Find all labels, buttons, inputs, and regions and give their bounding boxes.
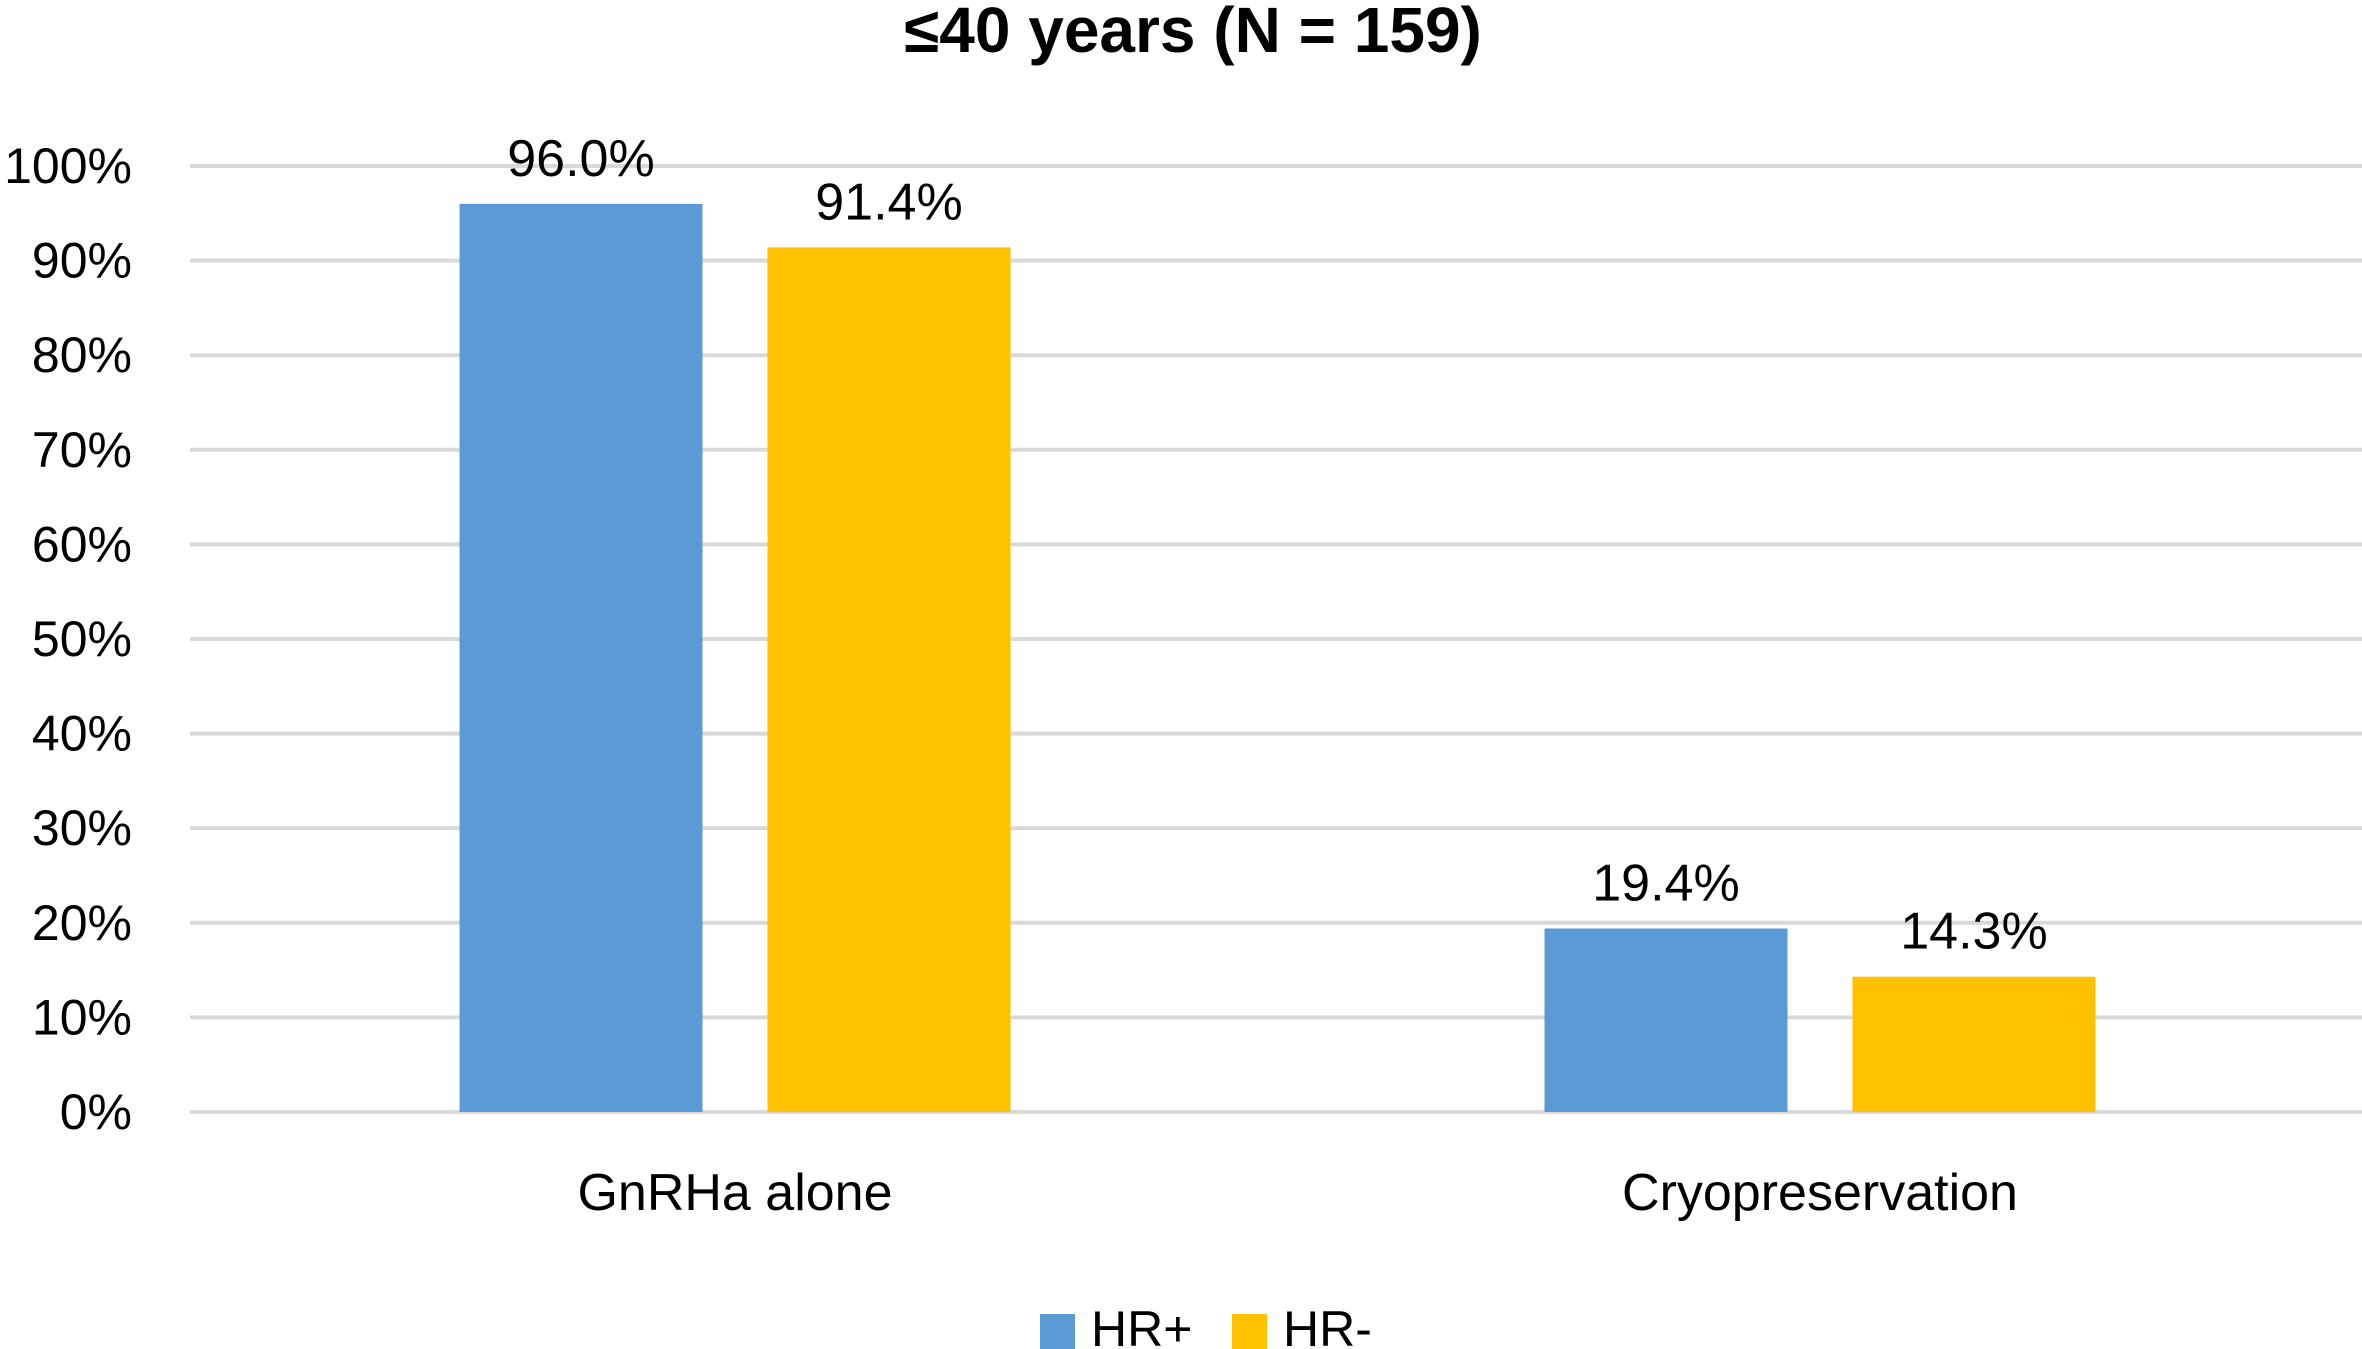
data-label: 96.0% bbox=[507, 130, 654, 188]
legend-swatch bbox=[1232, 1314, 1267, 1349]
chart-title: ≤40 years (N = 159) bbox=[904, 0, 1482, 66]
bar-HR-1 bbox=[1852, 976, 2096, 1112]
bars bbox=[459, 203, 2096, 1113]
data-label: 91.4% bbox=[815, 173, 962, 231]
y-tick-label: 90% bbox=[32, 233, 132, 289]
y-tick-label: 20% bbox=[32, 895, 132, 951]
data-label: 14.3% bbox=[1900, 903, 2047, 961]
y-tick-label: 100% bbox=[4, 138, 132, 194]
category-label: Cryopreservation bbox=[1622, 1164, 2018, 1222]
y-tick-label: 10% bbox=[32, 989, 132, 1045]
y-tick-label: 50% bbox=[32, 611, 132, 667]
data-label: 19.4% bbox=[1592, 854, 1739, 912]
y-tick-label: 40% bbox=[32, 706, 132, 762]
bar-HR-0 bbox=[767, 247, 1011, 1112]
y-tick-label: 70% bbox=[32, 422, 132, 478]
data-labels: 96.0% 91.4% 19.4% 14.3% bbox=[507, 130, 2047, 961]
legend-label: HR- bbox=[1283, 1301, 1372, 1349]
legend: HR+ HR- bbox=[1040, 1301, 1372, 1349]
x-axis-categories: GnRHa alone Cryopreservation bbox=[577, 1164, 2018, 1222]
y-tick-label: 80% bbox=[32, 327, 132, 383]
legend-label: HR+ bbox=[1091, 1301, 1192, 1349]
legend-swatch bbox=[1040, 1314, 1075, 1349]
y-axis-ticks: 0% 10% 20% 30% 40% 50% 60% 70% 80% 90% 100% bbox=[4, 138, 132, 1140]
category-label: GnRHa alone bbox=[577, 1164, 892, 1222]
y-tick-label: 0% bbox=[60, 1084, 132, 1140]
bar-HR-0 bbox=[459, 203, 703, 1113]
bar-HR-1 bbox=[1544, 928, 1788, 1112]
y-tick-label: 60% bbox=[32, 516, 132, 572]
y-tick-label: 30% bbox=[32, 800, 132, 856]
